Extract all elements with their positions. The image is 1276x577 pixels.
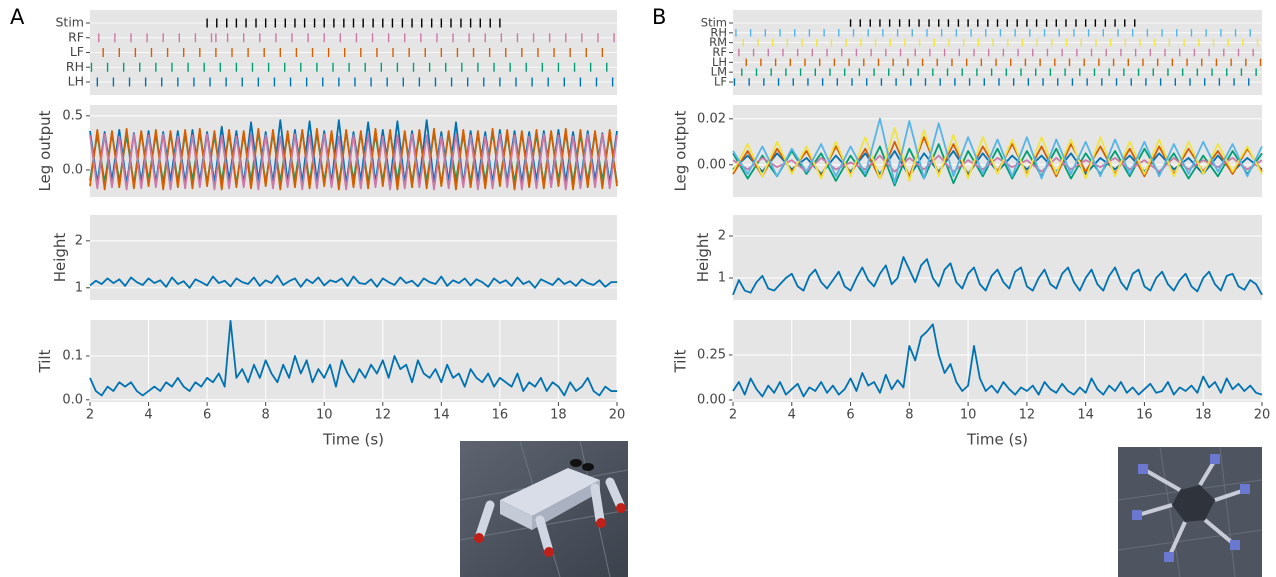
y-tick-label: 0.00 xyxy=(697,393,726,408)
data-line xyxy=(732,154,1263,173)
y-tick-label: 2 xyxy=(75,233,83,248)
data-line xyxy=(732,256,1263,296)
data-line xyxy=(732,127,1263,182)
y-tick-label: 1 xyxy=(718,270,726,285)
x-tick-label: 16 xyxy=(1136,408,1153,423)
row-label: RF xyxy=(712,45,727,59)
x-tick-label: 6 xyxy=(203,408,211,423)
data-line xyxy=(732,323,1263,398)
x-tick-label: 2 xyxy=(729,408,737,423)
robot-legs xyxy=(1137,458,1246,556)
x-tick-label: 12 xyxy=(375,408,392,423)
x-tick-label: 14 xyxy=(1077,408,1094,423)
plot-background xyxy=(733,105,1262,197)
y-axis-label: Leg output xyxy=(672,110,690,191)
robot-eye xyxy=(570,459,582,467)
data-line xyxy=(89,274,617,289)
data-line xyxy=(89,119,618,185)
y-tick-label: 0.0 xyxy=(62,162,83,177)
y-tick-label: 0.02 xyxy=(697,111,726,126)
robot-foot xyxy=(596,518,606,528)
row-label: RF xyxy=(68,29,84,44)
x-axis-label: Time (s) xyxy=(322,431,384,449)
robot-foot xyxy=(474,533,484,543)
row-label: LH xyxy=(68,74,84,89)
y-tick-label: 0.00 xyxy=(697,157,726,172)
data-line xyxy=(89,133,618,191)
x-tick-label: 14 xyxy=(433,408,450,423)
y-tick-label: 1 xyxy=(75,280,83,295)
row-label: RH xyxy=(66,59,84,74)
robot-body-front xyxy=(500,500,532,530)
panel-label: A xyxy=(10,5,25,29)
x-tick-label: 12 xyxy=(1019,408,1036,423)
x-tick-label: 18 xyxy=(1195,408,1212,423)
y-axis-label: Tilt xyxy=(672,349,690,373)
plot-background xyxy=(90,320,617,402)
row-label: RM xyxy=(709,35,727,49)
y-axis-label: Leg output xyxy=(36,110,54,191)
x-tick-label: 6 xyxy=(846,408,854,423)
robot-legs xyxy=(475,477,625,553)
plot-background xyxy=(90,215,617,300)
x-axis-label: Time (s) xyxy=(966,431,1028,449)
x-tick-label: 10 xyxy=(316,408,333,423)
data-line xyxy=(89,127,618,191)
x-tick-label: 16 xyxy=(492,408,509,423)
data-line xyxy=(732,117,1263,185)
y-tick-label: 0.0 xyxy=(62,392,83,407)
robot-foot xyxy=(544,547,554,557)
x-tick-label: 20 xyxy=(1254,408,1271,423)
y-tick-label: 0.1 xyxy=(62,348,83,363)
data-line xyxy=(732,143,1263,187)
row-label: Stim xyxy=(701,16,727,30)
robot-body xyxy=(1172,485,1215,522)
row-label: LF xyxy=(70,44,84,59)
y-tick-label: 0.25 xyxy=(697,347,726,362)
row-label: LH xyxy=(712,55,727,69)
row-label: LM xyxy=(711,65,727,79)
x-tick-label: 8 xyxy=(262,408,270,423)
y-tick-label: 0.5 xyxy=(62,108,83,123)
robot-feet xyxy=(1132,454,1250,562)
robot-render-quadruped xyxy=(459,440,629,577)
robot-foot xyxy=(616,503,626,513)
data-line xyxy=(89,319,617,397)
robot-render-hexapod xyxy=(1117,446,1263,577)
y-tick-label: 2 xyxy=(718,228,726,243)
plot-background xyxy=(733,320,1262,402)
x-tick-label: 4 xyxy=(788,408,796,423)
robot-body xyxy=(500,468,600,516)
y-axis-label: Tilt xyxy=(36,349,54,373)
x-tick-label: 10 xyxy=(960,408,977,423)
x-tick-label: 2 xyxy=(86,408,94,423)
x-tick-label: 18 xyxy=(550,408,567,423)
robot-body-side xyxy=(532,480,600,530)
row-label: Stim xyxy=(56,15,85,30)
row-label: RH xyxy=(710,25,727,39)
panel-label: B xyxy=(652,5,666,29)
robot-eye xyxy=(582,463,594,471)
y-axis-label: Height xyxy=(51,233,69,283)
x-tick-label: 8 xyxy=(905,408,913,423)
y-axis-label: Height xyxy=(694,233,712,283)
row-label: LF xyxy=(714,75,727,89)
x-tick-label: 20 xyxy=(609,408,626,423)
x-tick-label: 4 xyxy=(144,408,152,423)
plot-background xyxy=(733,215,1262,300)
